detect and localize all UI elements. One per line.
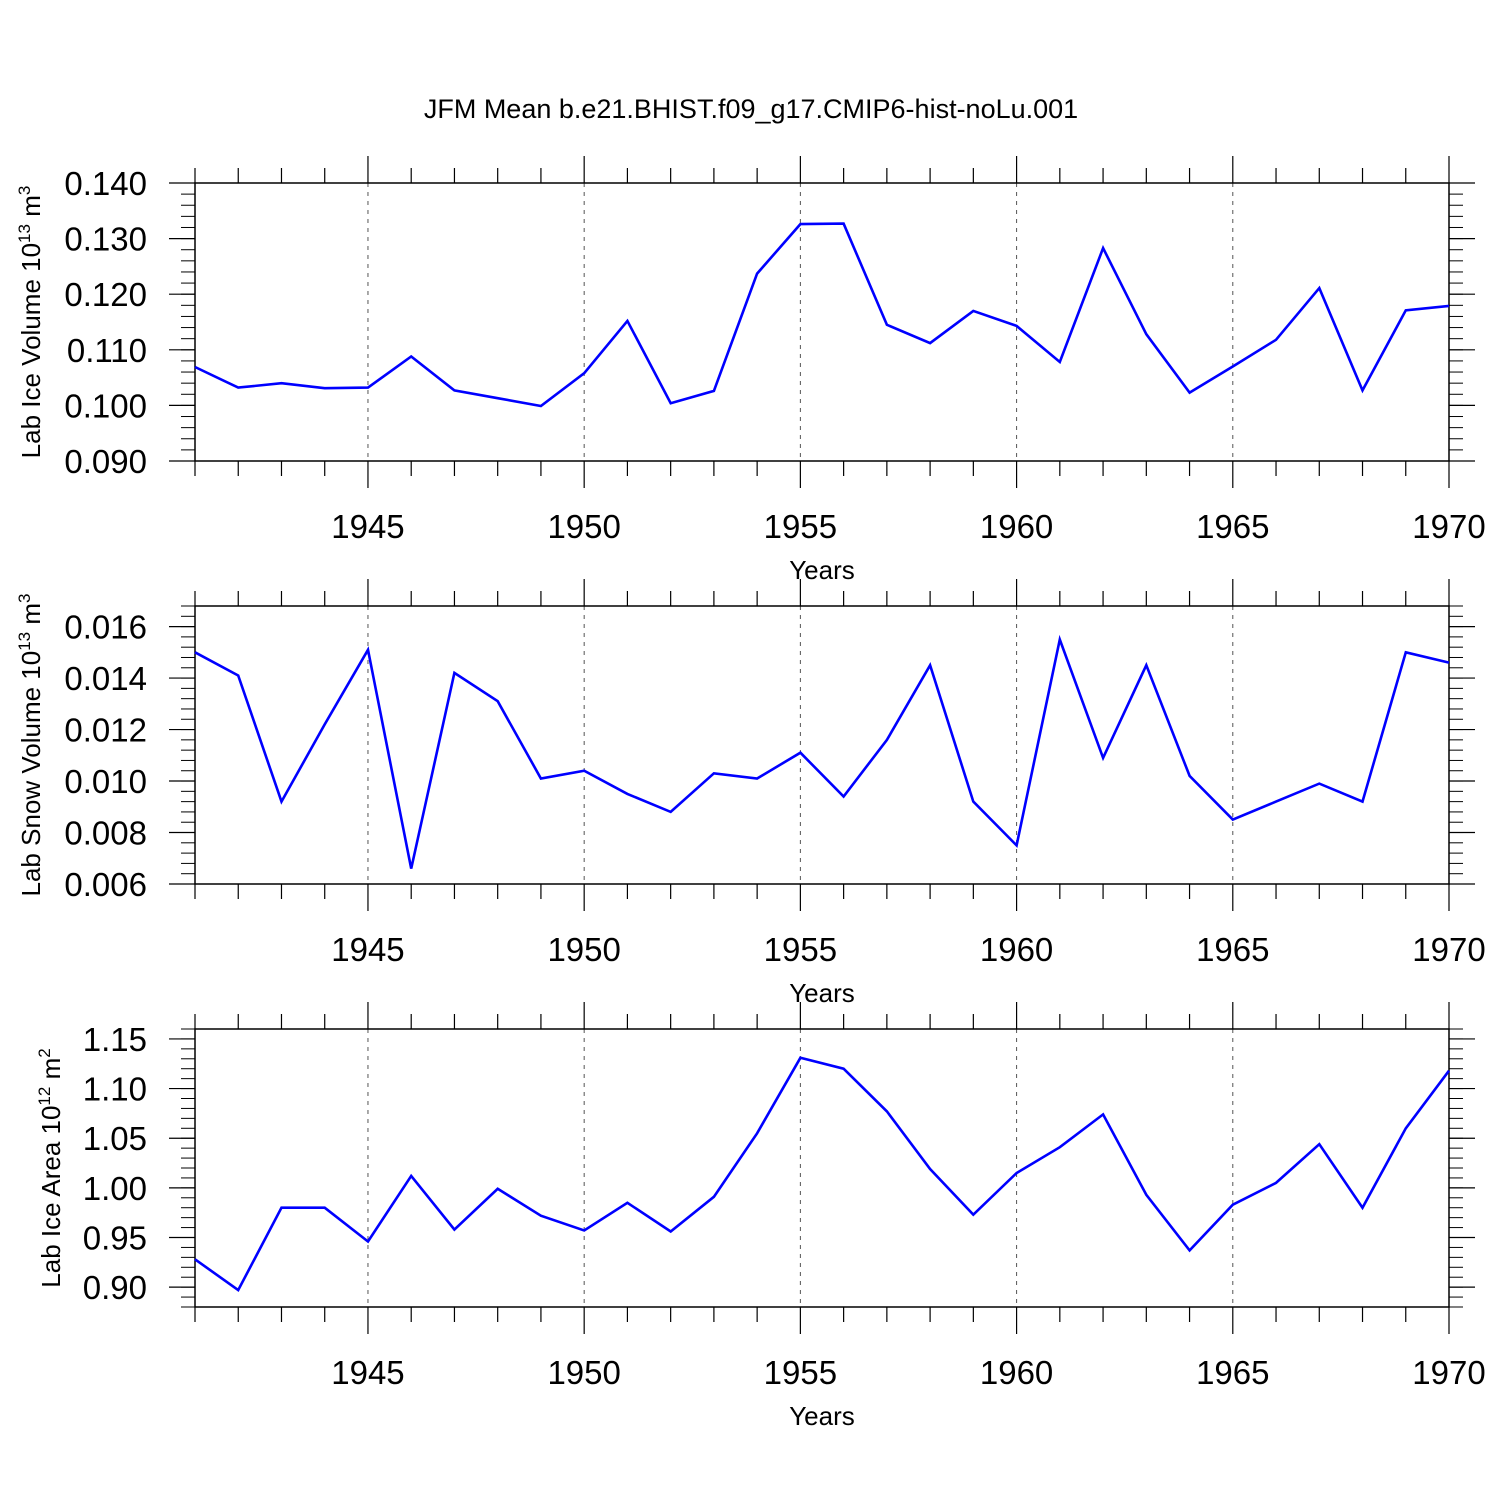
y-tick-label: 0.008 xyxy=(64,815,147,852)
plot-frame xyxy=(194,182,1450,462)
y-axis-title: Lab Ice Area 1012 m2 xyxy=(35,1048,66,1287)
figure-title: JFM Mean b.e21.BHIST.f09_g17.CMIP6-hist-… xyxy=(424,94,1078,124)
x-tick-label: 1965 xyxy=(1196,931,1269,968)
y-tick-label: 0.130 xyxy=(64,221,147,258)
chart-panel-2: 0.016 0.014 0.012 0.010 0.008 0.006 1945 1950 19… xyxy=(15,579,1486,1008)
x-tick-label: 1945 xyxy=(331,1354,404,1391)
x-tick-label: 1960 xyxy=(980,508,1053,545)
x-tick-label: 1960 xyxy=(980,931,1053,968)
y-tick-label: 0.006 xyxy=(64,866,147,903)
x-tick-label: 1965 xyxy=(1196,1354,1269,1391)
y-tick-label: 1.15 xyxy=(83,1021,147,1058)
x-axis-title: Years xyxy=(789,555,855,585)
x-tick-label: 1945 xyxy=(331,508,404,545)
x-tick-label: 1950 xyxy=(547,508,620,545)
x-tick-label: 1965 xyxy=(1196,508,1269,545)
series-line xyxy=(194,1056,1451,1293)
y-tick-label: 1.05 xyxy=(83,1120,147,1157)
series-line xyxy=(194,634,1450,869)
x-tick-label: 1970 xyxy=(1412,1354,1485,1391)
x-axis-title: Years xyxy=(789,1401,855,1431)
x-tick-label: 1950 xyxy=(547,1354,620,1391)
x-tick-label: 1955 xyxy=(764,931,837,968)
x-tick-label: 1955 xyxy=(764,1354,837,1391)
plot-frame xyxy=(194,605,1450,885)
y-tick-label: 0.140 xyxy=(64,165,147,202)
y-tick-label: 0.110 xyxy=(67,332,147,369)
y-axis-title: Lab Ice Volume 1013 m3 xyxy=(15,186,46,459)
x-tick-label: 1950 xyxy=(547,931,620,968)
panels: 0.140 0.130 0.120 0.110 0.100 0.090 1945 1950 19… xyxy=(15,156,1486,1431)
x-axis-title: Years xyxy=(789,978,855,1008)
x-tick-label: 1955 xyxy=(764,508,837,545)
y-tick-label: 0.010 xyxy=(64,763,147,800)
y-tick-label: 1.10 xyxy=(83,1071,147,1108)
plot-frame xyxy=(194,1028,1450,1308)
x-tick-label: 1970 xyxy=(1412,508,1485,545)
chart-panel-3: 1.15 1.10 1.05 1.00 0.95 0.90 1945 1950 1955 1960… xyxy=(35,1002,1486,1431)
series-line xyxy=(194,222,1450,408)
y-tick-label: 0.95 xyxy=(83,1220,147,1257)
y-tick-label: 0.012 xyxy=(64,712,147,749)
y-tick-label: 0.090 xyxy=(64,443,147,480)
y-tick-label: 0.100 xyxy=(64,387,147,424)
y-tick-label: 0.120 xyxy=(64,276,147,313)
chart-panel-1: 0.140 0.130 0.120 0.110 0.100 0.090 1945 1950 19… xyxy=(15,156,1486,585)
x-tick-label: 1960 xyxy=(980,1354,1053,1391)
y-tick-label: 1.00 xyxy=(83,1170,147,1207)
x-tick-label: 1945 xyxy=(331,931,404,968)
y-axis-title: Lab Snow Volume 1013 m3 xyxy=(15,593,46,896)
y-tick-label: 0.90 xyxy=(83,1269,147,1306)
x-tick-label: 1970 xyxy=(1412,931,1485,968)
y-tick-label: 0.016 xyxy=(64,609,147,646)
y-tick-label: 0.014 xyxy=(64,660,147,697)
